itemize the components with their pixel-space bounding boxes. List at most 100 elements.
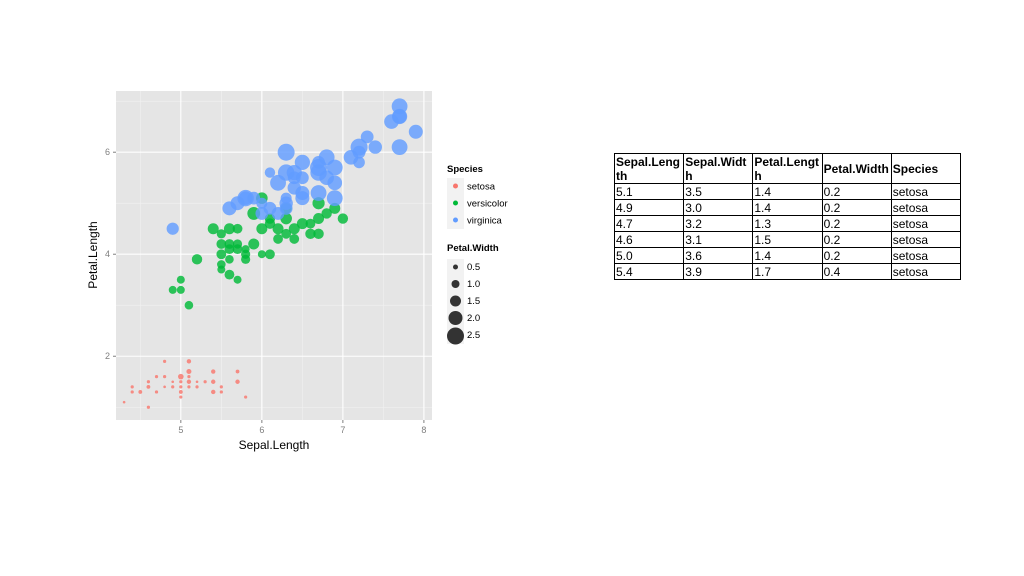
legend-size-key	[450, 295, 461, 307]
data-point-versicolor	[233, 275, 242, 284]
data-point-versicolor	[224, 269, 235, 280]
y-tick-label: 6	[105, 147, 110, 157]
table-cell: 3.1	[683, 231, 754, 248]
data-point-versicolor	[216, 229, 226, 239]
data-point-setosa	[179, 395, 183, 399]
data-point-virginica	[353, 156, 365, 169]
data-point-versicolor	[289, 234, 300, 244]
table-cell: 0.4	[821, 263, 892, 280]
data-point-setosa	[138, 390, 143, 394]
table-cell: setosa	[890, 199, 962, 216]
data-point-setosa	[178, 373, 184, 380]
data-point-virginica	[279, 196, 293, 210]
x-axis: 5 6 7 8	[178, 420, 426, 435]
data-point-versicolor	[176, 285, 185, 294]
data-point-versicolor	[191, 254, 203, 265]
table-cell: 0.2	[821, 247, 892, 264]
table-cell: setosa	[890, 215, 962, 232]
table-row: 4.7 3.2 1.3 0.2 setosa	[613, 215, 962, 232]
data-point-setosa	[179, 385, 183, 389]
table-cell: 5.0	[613, 247, 685, 264]
species-legend: Species setosa versicolor virginica	[447, 164, 508, 229]
legend-size-key	[451, 280, 460, 288]
data-point-versicolor	[248, 238, 260, 250]
table-cell: setosa	[890, 231, 962, 248]
data-point-setosa	[195, 385, 199, 389]
column-header: Petal.Length	[752, 153, 823, 184]
data-point-versicolor	[216, 239, 227, 249]
data-point-setosa	[186, 369, 192, 375]
table-cell: 1.5	[752, 231, 823, 248]
table-cell: 3.0	[683, 199, 754, 216]
legend-label: virginica	[467, 216, 503, 227]
data-point-virginica	[360, 130, 374, 144]
data-point-versicolor	[265, 249, 275, 260]
table-cell: 4.7	[613, 215, 685, 232]
table-cell: 0.2	[821, 215, 892, 232]
table-row: 4.6 3.1 1.5 0.2 setosa	[613, 231, 962, 248]
data-point-setosa	[211, 389, 216, 395]
table-cell: 5.1	[613, 183, 685, 200]
data-point-setosa	[171, 380, 175, 384]
data-point-setosa	[187, 375, 191, 379]
table-cell: 0.2	[821, 231, 892, 248]
data-point-versicolor	[257, 250, 266, 259]
legend-label: versicolor	[467, 199, 508, 210]
data-point-setosa	[195, 380, 199, 384]
data-point-setosa	[122, 400, 126, 404]
data-point-setosa	[178, 390, 183, 394]
data-point-virginica	[326, 190, 343, 207]
data-point-virginica	[295, 171, 309, 185]
data-point-versicolor	[232, 223, 243, 234]
x-tick-label: 6	[259, 425, 264, 435]
data-point-virginica	[295, 186, 310, 201]
data-point-versicolor	[224, 239, 235, 249]
data-point-virginica	[368, 140, 382, 154]
data-point-versicolor	[176, 275, 185, 284]
data-point-versicolor	[281, 228, 292, 239]
data-point-versicolor	[313, 228, 324, 240]
data-point-versicolor	[273, 234, 283, 244]
table-cell: 1.4	[752, 247, 823, 264]
data-point-versicolor	[313, 213, 325, 225]
legend-size-key	[447, 327, 464, 345]
table-cell: 5.4	[613, 263, 685, 280]
y-axis: 2 4 6	[105, 147, 116, 361]
table-row: 5.0 3.6 1.4 0.2 setosa	[613, 247, 962, 264]
y-tick-label: 2	[105, 351, 110, 361]
legend-key-setosa	[453, 183, 458, 189]
data-point-setosa	[130, 385, 134, 389]
data-point-versicolor	[296, 218, 308, 230]
data-point-versicolor	[216, 249, 227, 260]
table-cell: 1.4	[752, 183, 823, 200]
data-point-virginica	[408, 124, 423, 139]
table-cell: 0.2	[821, 199, 892, 216]
legend-label: 1.0	[467, 279, 480, 290]
legend-label: 0.5	[467, 262, 480, 273]
table-cell: setosa	[890, 183, 962, 200]
table-cell: 3.9	[683, 263, 754, 280]
legend-key-versicolor	[453, 200, 458, 206]
data-point-setosa	[154, 390, 159, 394]
data-point-setosa	[179, 380, 183, 384]
table-row: 4.9 3.0 1.4 0.2 setosa	[613, 199, 962, 216]
data-point-setosa	[219, 385, 223, 389]
data-point-virginica	[352, 145, 366, 159]
data-point-versicolor	[329, 202, 341, 214]
data-point-virginica	[294, 154, 310, 171]
data-point-versicolor	[337, 213, 349, 224]
column-header: Species	[890, 153, 962, 184]
data-point-setosa	[171, 385, 175, 389]
data-points	[122, 98, 423, 409]
data-point-setosa	[163, 359, 167, 363]
table-cell: 3.6	[683, 247, 754, 264]
data-point-versicolor	[225, 255, 234, 264]
table-cell: 1.4	[752, 199, 823, 216]
data-point-virginica	[392, 109, 407, 124]
column-header: Sepal.Width	[683, 153, 754, 184]
table-cell: 1.3	[752, 215, 823, 232]
data-point-setosa	[146, 405, 151, 409]
table-cell: 0.2	[821, 183, 892, 200]
iris-head-table: Sepal.Length Sepal.Width Petal.Length Pe…	[613, 153, 962, 280]
